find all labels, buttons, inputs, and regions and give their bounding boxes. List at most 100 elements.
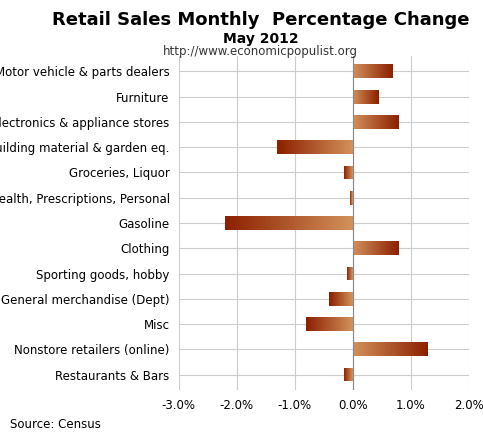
Bar [341,216,342,230]
Bar [297,216,298,230]
Bar [392,343,393,356]
Bar [291,216,293,230]
Bar [411,343,412,356]
Bar [229,216,230,230]
Bar [310,140,311,154]
Bar [386,343,387,356]
Bar [410,343,411,356]
Bar [308,216,309,230]
Bar [326,140,327,154]
Bar [363,343,364,356]
Bar [309,216,311,230]
Bar [331,216,332,230]
Bar [400,343,401,356]
Bar [352,140,353,154]
Bar [272,216,273,230]
Bar [305,140,306,154]
Bar [286,140,287,154]
Bar [397,343,398,356]
Bar [370,343,371,356]
Bar [279,140,280,154]
Bar [309,140,310,154]
Bar [366,343,367,356]
Bar [421,343,422,356]
Bar [332,216,333,230]
Bar [297,140,298,154]
Bar [362,343,363,356]
Bar [378,343,379,356]
Bar [241,216,242,230]
Bar [407,343,408,356]
Bar [427,343,428,356]
Bar [420,343,421,356]
Bar [324,140,325,154]
Bar [375,343,376,356]
Bar [284,216,285,230]
Bar [415,343,416,356]
Bar [282,140,283,154]
Bar [343,140,344,154]
Bar [306,140,307,154]
Bar [243,216,244,230]
Bar [327,216,328,230]
Bar [340,216,341,230]
Bar [298,216,299,230]
Bar [270,216,271,230]
Bar [296,140,297,154]
Bar [416,343,417,356]
Bar [335,216,336,230]
Bar [233,216,234,230]
Bar [266,216,267,230]
Bar [312,216,313,230]
Bar [251,216,252,230]
Bar [419,343,420,356]
Bar [230,216,231,230]
Bar [273,216,275,230]
Bar [406,343,407,356]
Bar [283,216,284,230]
Bar [328,140,329,154]
Bar [271,216,272,230]
Bar [305,216,307,230]
Bar [252,216,253,230]
Bar [289,140,290,154]
Bar [394,343,395,356]
Bar [323,216,325,230]
Bar [304,140,305,154]
Bar [278,140,279,154]
Bar [369,343,370,356]
Bar [312,140,313,154]
Bar [300,140,301,154]
Bar [287,216,289,230]
Bar [335,140,336,154]
Bar [334,140,335,154]
Bar [344,216,345,230]
Bar [265,216,266,230]
Bar [295,216,297,230]
Bar [385,343,386,356]
Bar [301,216,303,230]
Bar [326,216,327,230]
Bar [325,216,326,230]
Bar [345,140,346,154]
Bar [374,343,375,356]
Bar [376,343,377,356]
Bar [373,343,374,356]
Text: May 2012: May 2012 [223,32,298,46]
Bar [315,140,316,154]
Bar [339,140,340,154]
Text: Retail Sales Monthly  Percentage Change: Retail Sales Monthly Percentage Change [52,11,469,29]
Bar [316,140,317,154]
Bar [347,216,349,230]
Bar [367,343,368,356]
Bar [383,343,384,356]
Bar [350,216,351,230]
Bar [349,216,350,230]
Bar [283,140,284,154]
Bar [239,216,241,230]
Bar [364,343,365,356]
Bar [401,343,402,356]
Bar [307,140,308,154]
Bar [371,343,372,356]
Bar [318,140,319,154]
